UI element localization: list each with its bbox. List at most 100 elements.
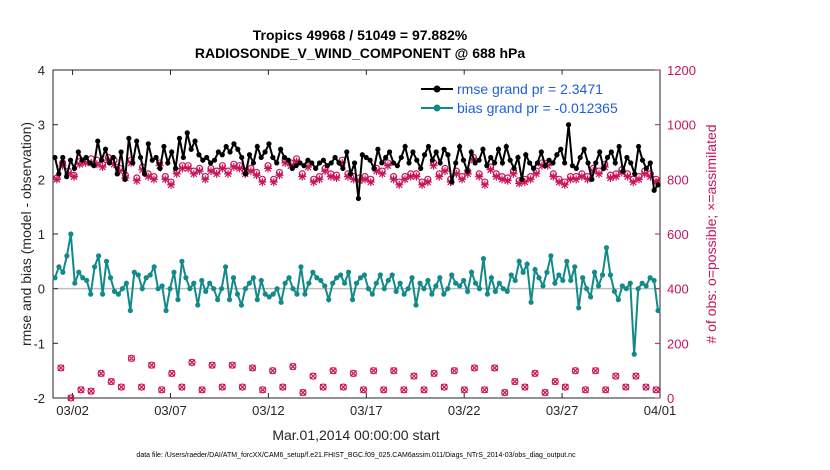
obs-possible-marker — [148, 361, 156, 369]
rmse-point — [207, 160, 214, 166]
bias-point — [159, 283, 165, 289]
obs-assimilated-marker — [128, 354, 135, 362]
rmse-point — [546, 157, 552, 163]
bias-point — [421, 286, 427, 292]
bias-point — [500, 286, 506, 292]
bias-point — [377, 272, 383, 278]
obs-assimilated-marker — [501, 389, 509, 396]
obs-assimilated-marker — [509, 169, 518, 178]
obs-assimilated-marker — [264, 164, 273, 173]
obs-assimilated-marker — [435, 172, 444, 181]
obs-assimilated-marker — [549, 172, 558, 181]
bias-point — [175, 297, 181, 303]
bias-point — [484, 291, 491, 297]
obs-assimilated-marker — [531, 369, 539, 377]
obs-assimilated-marker — [612, 372, 620, 380]
obs-assimilated-marker — [537, 161, 546, 170]
obs-assimilated-marker — [561, 383, 569, 391]
y-tick-label-left: 3 — [38, 118, 45, 133]
series-obs-low — [57, 354, 660, 402]
obs-assimilated-marker — [319, 383, 327, 391]
rmse-point — [239, 154, 245, 161]
x-axis-label: Mar.01,2014 00:00:00 start — [272, 427, 439, 443]
rmse-point — [215, 149, 221, 155]
obs-possible-marker — [218, 383, 226, 391]
rmse-point — [507, 157, 513, 163]
obs-assimilated-marker — [592, 367, 599, 375]
rmse-point — [503, 143, 509, 150]
rmse-point — [348, 171, 354, 177]
obs-possible-marker — [622, 383, 630, 391]
bias-point — [453, 280, 459, 286]
bias-point — [492, 288, 498, 294]
bias-point — [282, 280, 288, 286]
obs-assimilated-marker — [634, 175, 643, 184]
bias-point — [651, 277, 657, 284]
rmse-point — [246, 152, 253, 158]
rmse-point — [305, 157, 311, 163]
y-axis-left: -2 -1 0 1 2 3 4 — [33, 63, 58, 406]
bias-point — [623, 286, 629, 292]
obs-assimilated-marker — [623, 172, 632, 181]
obs-possible-marker — [521, 383, 529, 391]
obs-assimilated-marker — [168, 369, 176, 377]
x-tick-label: 03/27 — [546, 403, 579, 418]
bias-point — [437, 275, 443, 281]
bias-point — [246, 280, 252, 286]
bias-point — [103, 258, 110, 264]
rmse-point — [281, 154, 288, 161]
bias-point — [226, 297, 233, 303]
chart-title-line2: RADIOSONDE_V_WIND_COMPONENT @ 688 hPa — [195, 45, 525, 61]
rmse-point — [114, 171, 120, 177]
obs-assimilated-marker — [566, 175, 575, 184]
obs-assimilated-marker — [360, 386, 367, 394]
obs-assimilated-marker — [481, 386, 488, 394]
rmse-point — [243, 171, 249, 177]
y-tick-label-right: 0 — [667, 391, 674, 406]
bias-point — [441, 291, 447, 297]
obs-assimilated-marker — [602, 386, 610, 394]
bias-point — [595, 283, 602, 289]
rmse-point — [118, 149, 124, 155]
rmse-point — [176, 135, 183, 141]
obs-possible-marker — [420, 386, 428, 394]
obs-possible-marker — [380, 386, 388, 394]
bias-point — [504, 288, 510, 294]
obs-assimilated-marker — [239, 383, 246, 391]
obs-assimilated-marker — [249, 364, 256, 372]
bias-point — [92, 264, 98, 270]
obs-assimilated-marker — [132, 176, 141, 185]
bias-point — [131, 269, 137, 275]
rmse-point — [289, 165, 295, 171]
bias-point — [548, 253, 554, 259]
rmse-point — [643, 165, 649, 171]
rmse-point — [145, 141, 151, 147]
bias-point — [242, 286, 249, 292]
rmse-point — [367, 157, 373, 163]
rmse-point — [274, 160, 280, 166]
obs-assimilated-marker — [532, 169, 541, 178]
bias-point — [611, 288, 617, 294]
rmse-point — [379, 160, 385, 166]
obs-possible-marker — [319, 383, 327, 391]
obs-assimilated-marker — [75, 160, 84, 169]
rmse-point — [554, 152, 560, 158]
rmse-point — [398, 154, 404, 161]
rmse-point — [468, 149, 474, 155]
bias-point — [266, 294, 272, 300]
obs-assimilated-marker — [224, 169, 233, 178]
obs-possible-marker — [289, 362, 297, 371]
bias-point — [318, 277, 324, 284]
rmse-point — [383, 154, 389, 161]
legend-bias-marker — [433, 104, 441, 112]
rmse-point — [530, 165, 537, 171]
obs-assimilated-marker — [390, 367, 398, 375]
bias-point — [238, 302, 245, 308]
rmse-point — [410, 149, 416, 155]
rmse-point — [402, 143, 408, 150]
rmse-point — [149, 157, 155, 163]
rmse-point — [651, 187, 657, 193]
bias-point — [417, 280, 423, 286]
obs-assimilated-marker — [92, 160, 101, 169]
obs-assimilated-marker — [64, 169, 73, 178]
